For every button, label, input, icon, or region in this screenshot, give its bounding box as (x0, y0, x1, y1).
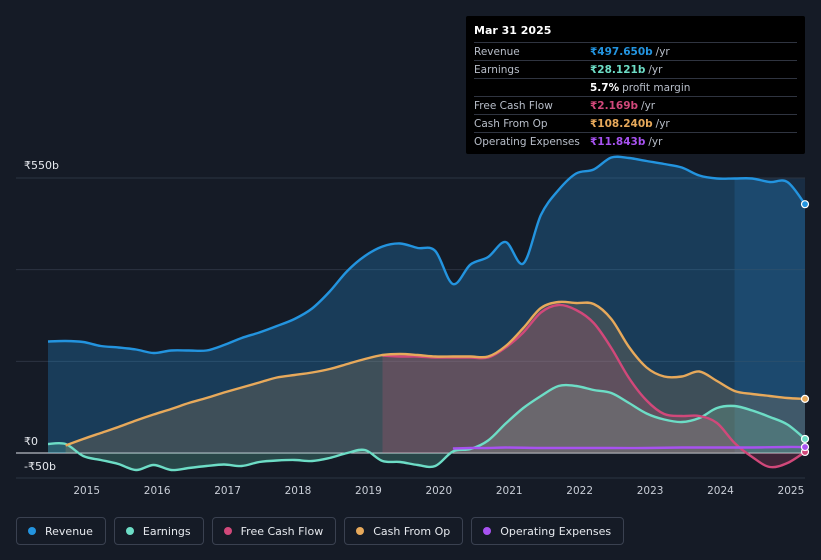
tooltip-label: Revenue (474, 45, 520, 58)
cash-from-op-line (65, 300, 806, 447)
legend-label: Free Cash Flow (240, 524, 324, 538)
x-tick-label-2025: 2025 (777, 485, 805, 497)
legend-dot-icon (223, 527, 232, 535)
x-tick-label-2022: 2022 (566, 485, 594, 497)
earnings-line (47, 383, 806, 472)
cash-from-op-area (65, 301, 806, 453)
series-areas (48, 156, 806, 471)
tooltip-value: ₹497.650b (590, 45, 653, 58)
tooltip-unit: /yr (641, 99, 656, 112)
legend-dot-icon (125, 527, 134, 535)
gridlines (16, 177, 805, 479)
legend-label: Operating Expenses (500, 524, 612, 538)
legend-dot-icon (483, 527, 492, 535)
tooltip-unit: /yr (655, 45, 670, 58)
legend: Revenue Earnings Free Cash Flow Cash Fro… (16, 517, 625, 545)
y-tick-label-neg50: -₹50b (24, 460, 56, 473)
tooltip-unit: /yr (648, 135, 663, 148)
series-end-markers (800, 200, 810, 457)
free-cash-flow-area (382, 304, 805, 468)
x-tick-label-2018: 2018 (284, 485, 312, 497)
legend-item-earnings[interactable]: Earnings (113, 517, 204, 545)
tooltip-value: 5.7% (590, 81, 620, 94)
x-tick-label-2023: 2023 (636, 485, 664, 497)
earnings-end-point (800, 434, 810, 444)
x-tick-label-2016: 2016 (143, 485, 171, 497)
tooltip-row-profit-margin: 5.7% profit margin (474, 78, 797, 96)
tooltip-date: Mar 31 2025 (474, 24, 552, 37)
tooltip-label: Free Cash Flow (474, 99, 553, 112)
legend-dot-icon (28, 527, 36, 535)
legend-item-free-cash-flow[interactable]: Free Cash Flow (211, 517, 337, 545)
legend-label: Earnings (142, 524, 191, 538)
tooltip-row-free-cash-flow: Free Cash Flow ₹2.169b /yr (474, 96, 797, 114)
legend-item-cash-from-op[interactable]: Cash From Op (344, 517, 464, 545)
operating-expenses-line (452, 445, 806, 450)
legend-label: Cash From Op (373, 524, 451, 538)
x-tick-label-2015: 2015 (73, 485, 101, 497)
tooltip-value: ₹2.169b (590, 99, 639, 112)
x-tick-label-2019: 2019 (355, 485, 382, 497)
tooltip-row-earnings: Earnings ₹28.121b /yr (474, 60, 797, 78)
tooltip-label: Earnings (474, 63, 520, 76)
revenue-area (48, 156, 805, 453)
operating-expenses-end-point (800, 442, 810, 452)
y-tick-label-0: ₹0 (24, 435, 38, 448)
x-tick-label-2024: 2024 (707, 485, 734, 497)
cash-from-op-end-point (800, 394, 810, 403)
tooltip-label: Operating Expenses (474, 135, 580, 148)
x-tick-label-2020: 2020 (425, 485, 453, 497)
tooltip-row-cash-from-op: Cash From Op ₹108.240b /yr (474, 114, 797, 132)
legend-label: Revenue (45, 524, 93, 538)
tooltip-unit: /yr (655, 117, 670, 130)
legend-dot-icon (356, 527, 365, 535)
revenue-end-point (800, 200, 810, 209)
tooltip-unit: profit margin (622, 81, 691, 94)
tooltip-label: Cash From Op (474, 117, 548, 130)
tooltip-unit: /yr (648, 63, 663, 76)
y-tick-label-550: ₹550b (24, 159, 59, 172)
revenue-line (47, 155, 806, 355)
series-lines (47, 155, 806, 472)
legend-item-operating-expenses[interactable]: Operating Expenses (471, 517, 625, 545)
x-tick-label-2021: 2021 (495, 485, 523, 497)
tooltip-row-revenue: Revenue ₹497.650b /yr (474, 42, 797, 60)
legend-item-revenue[interactable]: Revenue (16, 517, 106, 545)
forecast-highlight-band (734, 178, 805, 453)
tooltip-value: ₹108.240b (590, 117, 653, 130)
tooltip-value: ₹28.121b (590, 63, 646, 76)
x-tick-label-2017: 2017 (214, 485, 241, 497)
tooltip-value: ₹11.843b (590, 135, 646, 148)
tooltip-panel: Mar 31 2025 Revenue ₹497.650b /yr Earnin… (466, 16, 805, 154)
tooltip-row-operating-expenses: Operating Expenses ₹11.843b /yr (474, 132, 797, 150)
